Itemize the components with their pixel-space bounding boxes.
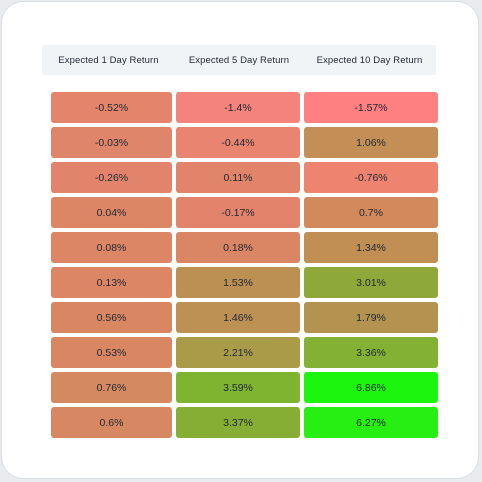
return-cell-1-day-row-4[interactable]: 0.04%: [51, 197, 172, 228]
header-5-day[interactable]: Expected 5 Day Return: [188, 54, 290, 66]
return-cell-10-day-row-9[interactable]: 6.86%: [304, 372, 438, 403]
return-cell-1-day-row-2[interactable]: -0.03%: [51, 127, 172, 158]
return-cell-5-day-row-2[interactable]: -0.44%: [176, 127, 300, 158]
return-cell-5-day-row-4[interactable]: -0.17%: [176, 197, 300, 228]
return-cell-5-day-row-7[interactable]: 1.46%: [176, 302, 300, 333]
return-cell-5-day-row-8[interactable]: 2.21%: [176, 337, 300, 368]
return-cell-1-day-row-10[interactable]: 0.6%: [51, 407, 172, 438]
header-10-day[interactable]: Expected 10 Day Return: [316, 54, 423, 66]
returns-grid: -0.52% -1.4% -1.57% -0.03% -0.44% 1.06% -0.26%…: [51, 92, 438, 438]
return-cell-10-day-row-7[interactable]: 1.79%: [304, 302, 438, 333]
return-cell-5-day-row-5[interactable]: 0.18%: [176, 232, 300, 263]
return-cell-1-day-row-1[interactable]: -0.52%: [51, 92, 172, 123]
return-cell-5-day-row-1[interactable]: -1.4%: [176, 92, 300, 123]
return-cell-10-day-row-6[interactable]: 3.01%: [304, 267, 438, 298]
return-cell-1-day-row-7[interactable]: 0.56%: [51, 302, 172, 333]
return-cell-1-day-row-3[interactable]: -0.26%: [51, 162, 172, 193]
return-cell-10-day-row-8[interactable]: 3.36%: [304, 337, 438, 368]
return-cell-5-day-row-6[interactable]: 1.53%: [176, 267, 300, 298]
return-cell-5-day-row-10[interactable]: 3.37%: [176, 407, 300, 438]
return-cell-5-day-row-9[interactable]: 3.59%: [176, 372, 300, 403]
return-cell-1-day-row-8[interactable]: 0.53%: [51, 337, 172, 368]
return-cell-1-day-row-6[interactable]: 0.13%: [51, 267, 172, 298]
return-cell-10-day-row-5[interactable]: 1.34%: [304, 232, 438, 263]
return-cell-1-day-row-9[interactable]: 0.76%: [51, 372, 172, 403]
return-cell-10-day-row-4[interactable]: 0.7%: [304, 197, 438, 228]
table-header: Expected 1 Day Return Expected 5 Day Ret…: [42, 45, 436, 75]
return-cell-10-day-row-3[interactable]: -0.76%: [304, 162, 438, 193]
return-cell-1-day-row-5[interactable]: 0.08%: [51, 232, 172, 263]
return-cell-10-day-row-10[interactable]: 6.27%: [304, 407, 438, 438]
return-cell-5-day-row-3[interactable]: 0.11%: [176, 162, 300, 193]
header-1-day[interactable]: Expected 1 Day Return: [58, 54, 159, 66]
return-cell-10-day-row-2[interactable]: 1.06%: [304, 127, 438, 158]
return-cell-10-day-row-1[interactable]: -1.57%: [304, 92, 438, 123]
